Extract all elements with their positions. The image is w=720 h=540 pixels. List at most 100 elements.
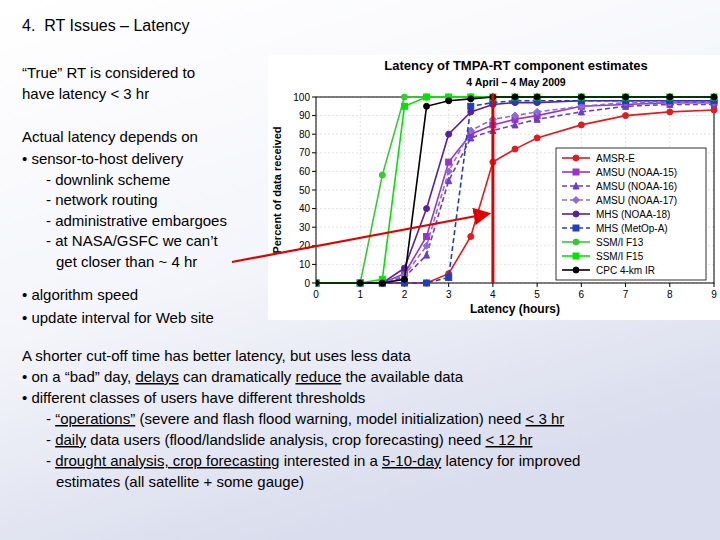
text-run: - downlink scheme	[46, 171, 170, 188]
x-grid-line	[537, 97, 538, 283]
series-line	[316, 97, 714, 283]
series-marker	[424, 252, 430, 259]
x-tick	[448, 283, 449, 287]
series-marker	[424, 206, 430, 212]
series-marker	[357, 280, 363, 286]
series-line	[316, 103, 714, 283]
y-tick	[312, 227, 316, 228]
series-marker	[512, 94, 518, 100]
x-tick-label: 6	[579, 289, 585, 300]
legend: AMSR-EAMSU (NOAA-15)AMSU (NOAA-16)AMSU (…	[556, 148, 706, 280]
cutoff-title: A shorter cut-off time has better latenc…	[22, 347, 411, 364]
legend-marker	[573, 155, 579, 161]
series-marker	[667, 94, 673, 100]
y-axis-label: Percent of data received	[271, 126, 283, 253]
legend-marker	[573, 239, 579, 245]
series-marker	[534, 94, 540, 100]
slide: 4. RT Issues – Latency“True” RT is consi…	[0, 0, 720, 540]
y-tick-label: 70	[299, 147, 311, 158]
chart-subtitle: 4 April – 4 May 2009	[466, 76, 566, 88]
x-grid-line	[404, 97, 405, 283]
series-marker	[316, 280, 319, 287]
y-tick-label: 50	[299, 185, 311, 196]
text-run: -	[46, 452, 55, 469]
text-run: interested in a	[279, 452, 382, 469]
legend-label: AMSR-E	[596, 153, 635, 164]
series-marker	[578, 122, 584, 128]
y-tick-label: 100	[293, 92, 310, 103]
series-marker	[401, 276, 407, 282]
intro-line: “True” RT is considered to	[22, 64, 195, 81]
chart-title: Latency of TMPA-RT component estimates	[384, 58, 647, 73]
series-marker	[379, 172, 385, 178]
series-marker	[623, 94, 629, 100]
text-run: -	[46, 410, 55, 427]
legend-label: SSM/I F13	[596, 237, 644, 248]
y-tick-label: 90	[299, 110, 311, 121]
series-marker	[446, 131, 452, 137]
text-run: estimates (all satellite + some gauge)	[56, 473, 304, 490]
text-run: daily	[55, 431, 86, 448]
text-run: - at NASA/GSFC we can’t	[46, 232, 219, 249]
series-marker	[534, 108, 541, 115]
series-marker	[578, 94, 584, 100]
series-line	[316, 97, 714, 283]
series-marker	[711, 94, 717, 100]
series-marker	[512, 112, 519, 119]
legend-marker	[573, 267, 579, 273]
series-marker	[357, 280, 363, 286]
series-marker	[316, 280, 319, 286]
legend-marker	[573, 211, 579, 217]
text-run: - administrative embargoes	[46, 212, 227, 229]
series-line	[316, 103, 714, 283]
series-marker	[468, 103, 474, 109]
text-run: • algorithm speed	[22, 286, 138, 303]
text-line: • different classes of users have differ…	[22, 389, 365, 406]
series-marker	[623, 94, 629, 100]
y-tick	[312, 171, 316, 172]
series-marker	[316, 280, 319, 286]
series-marker	[316, 280, 320, 287]
series-marker	[424, 280, 430, 286]
series-marker	[445, 168, 452, 175]
series-marker	[578, 94, 584, 100]
series-marker	[357, 280, 363, 287]
y-tick	[312, 190, 316, 191]
series-marker	[578, 94, 584, 100]
series-marker	[534, 94, 540, 100]
reference-line	[491, 94, 494, 283]
series-marker	[667, 94, 673, 100]
text-run: • different classes of users have differ…	[22, 389, 365, 406]
text-line: - “operations” (severe and flash flood w…	[46, 410, 564, 427]
series-line	[316, 104, 714, 283]
plot-area	[316, 94, 718, 287]
series-line	[316, 97, 714, 283]
x-tick-label: 8	[667, 289, 673, 300]
series-marker	[379, 280, 385, 287]
x-tick	[669, 283, 670, 287]
x-tick-label: 9	[711, 289, 717, 300]
text-run: • on a “bad” day,	[22, 368, 135, 385]
intro-line: have latency < 3 hr	[22, 85, 149, 102]
series-marker	[316, 280, 319, 286]
series-marker	[379, 280, 385, 286]
x-tick-label: 7	[623, 289, 629, 300]
legend-label: AMSU (NOAA-16)	[596, 181, 677, 192]
y-tick	[312, 264, 316, 265]
grid	[312, 97, 714, 287]
text-run: delays	[135, 368, 178, 385]
x-tick	[537, 283, 538, 287]
x-tick-label: 1	[357, 289, 363, 300]
legend-marker	[573, 169, 579, 175]
y-tick	[312, 115, 316, 116]
legend-label: CPC 4-km IR	[596, 265, 655, 276]
series-marker	[711, 94, 717, 100]
pointer-arrow	[232, 214, 487, 262]
plot-frame	[316, 97, 714, 283]
series-marker	[424, 94, 430, 100]
series-marker	[316, 280, 319, 286]
chart-background	[268, 55, 720, 320]
series-marker	[379, 280, 385, 286]
series-marker	[711, 94, 717, 100]
text-run: reduce	[295, 368, 341, 385]
